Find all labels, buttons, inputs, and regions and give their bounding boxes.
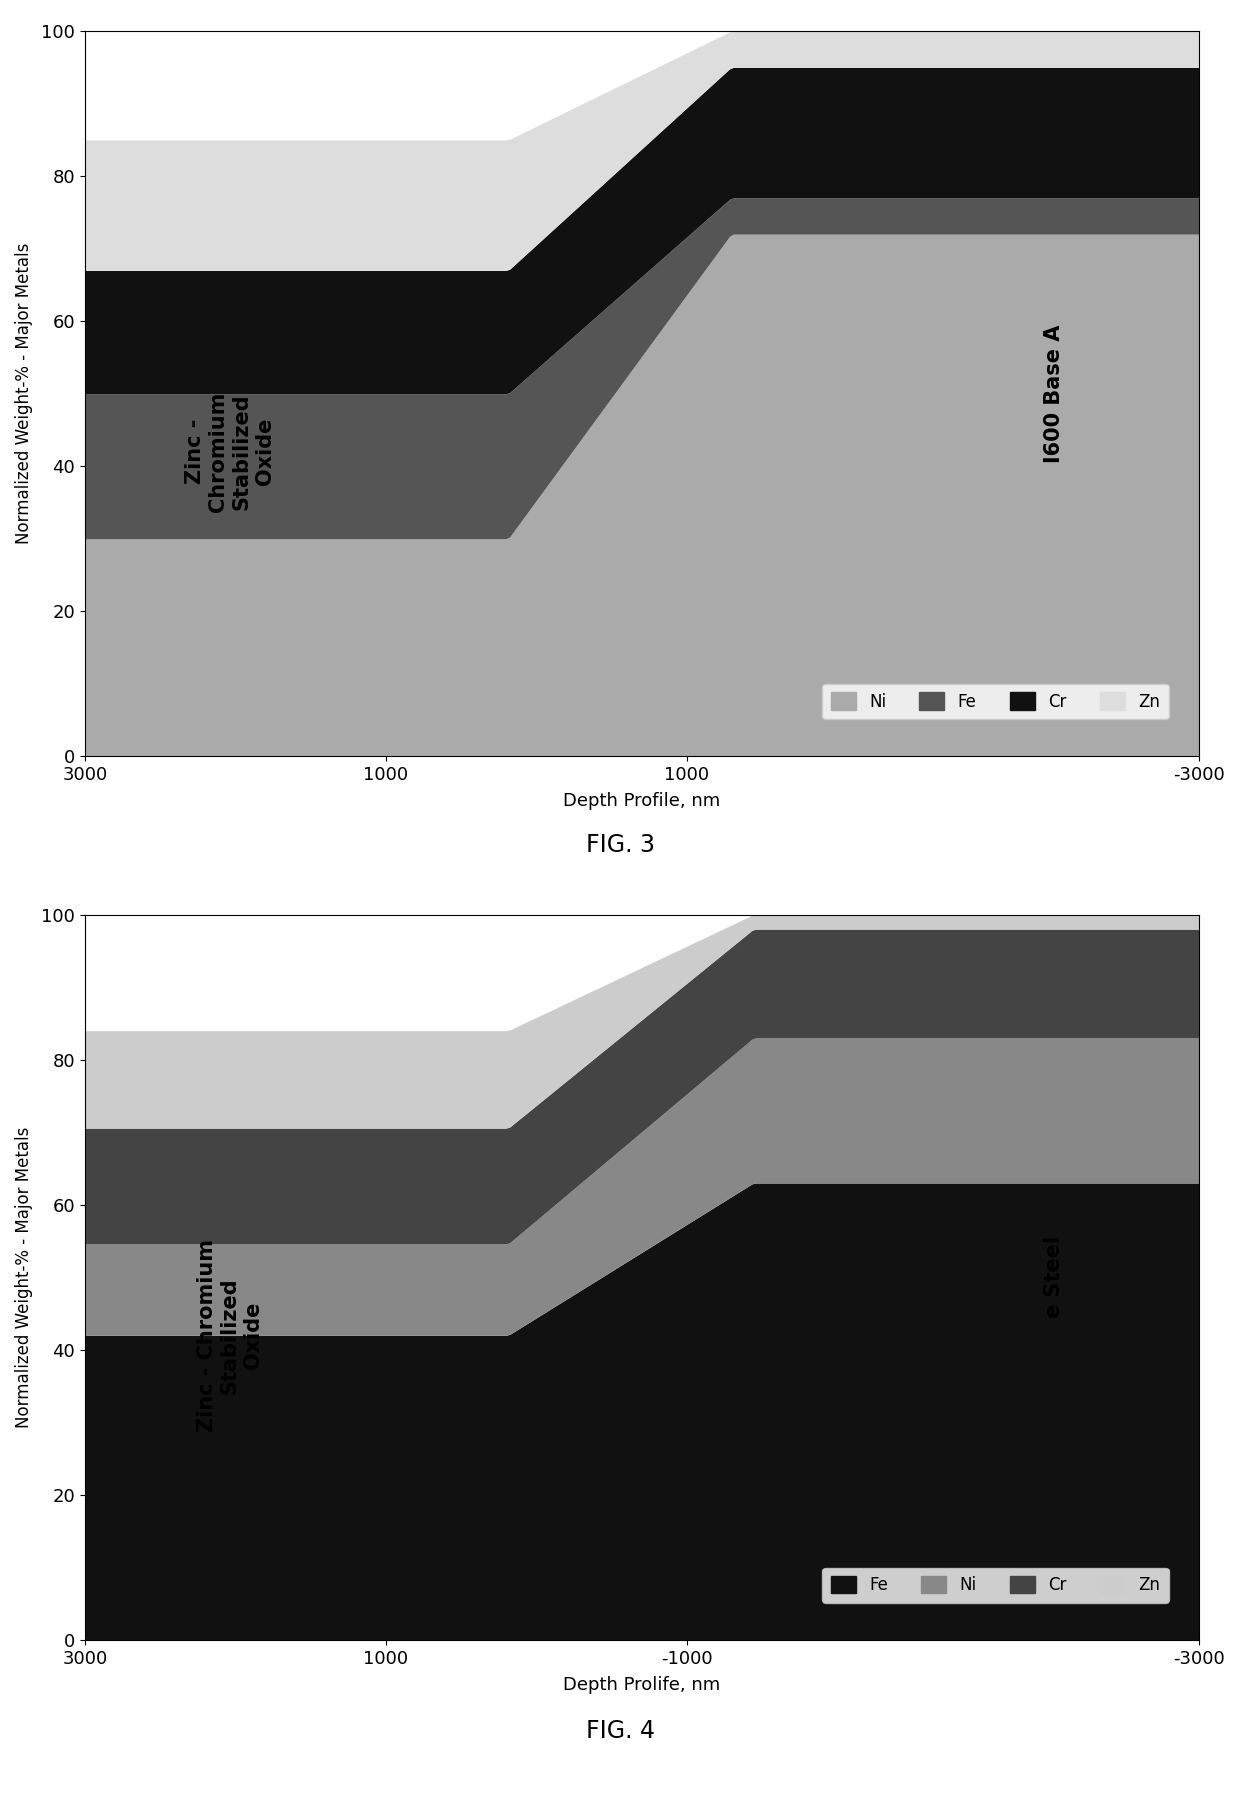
Text: e Steel: e Steel [1044,1236,1064,1318]
Legend: Fe, Ni, Cr, Zn: Fe, Ni, Cr, Zn [822,1567,1168,1602]
Text: FIG. 4: FIG. 4 [585,1718,655,1743]
X-axis label: Depth Profile, nm: Depth Profile, nm [563,793,720,811]
Text: Zinc -
Chromium
Stabilized
Oxide: Zinc - Chromium Stabilized Oxide [185,391,274,513]
Y-axis label: Normalized Weight-% - Major Metals: Normalized Weight-% - Major Metals [15,1127,33,1427]
Text: FIG. 3: FIG. 3 [585,833,655,858]
Y-axis label: Normalized Weight-% - Major Metals: Normalized Weight-% - Major Metals [15,244,33,544]
X-axis label: Depth Prolife, nm: Depth Prolife, nm [563,1676,720,1694]
Text: I600 Base A: I600 Base A [1044,325,1064,464]
Legend: Ni, Fe, Cr, Zn: Ni, Fe, Cr, Zn [822,684,1168,718]
Text: Zinc - Chromium
Stabilized
Oxide: Zinc - Chromium Stabilized Oxide [197,1238,263,1433]
